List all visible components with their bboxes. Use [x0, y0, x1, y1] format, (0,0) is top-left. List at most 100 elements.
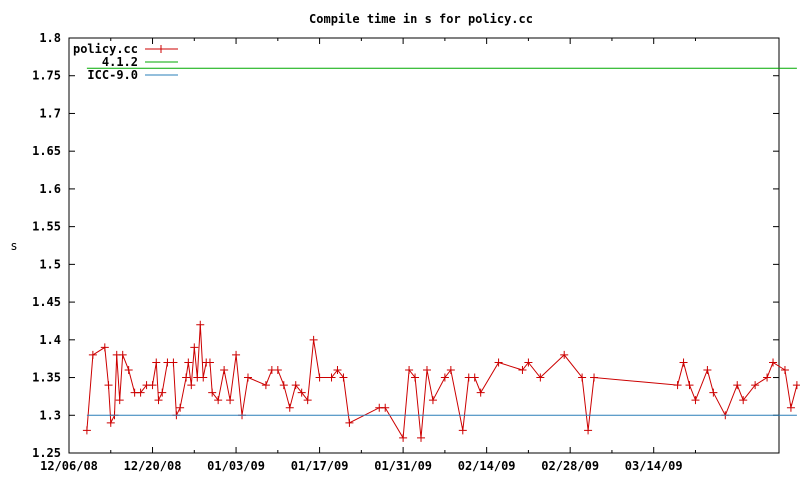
data-point — [273, 366, 282, 374]
data-point — [763, 373, 772, 382]
data-point — [124, 366, 133, 374]
data-point — [100, 343, 109, 352]
data-point — [303, 396, 312, 405]
data-point — [584, 426, 593, 435]
x-tick-label: 03/14/09 — [625, 459, 683, 473]
x-tick-label: 01/03/09 — [207, 459, 265, 473]
x-tick-label: 12/06/08 — [40, 459, 98, 473]
data-point — [780, 366, 789, 374]
data-point — [104, 381, 113, 390]
data-point — [417, 433, 426, 442]
data-point — [176, 403, 185, 412]
x-tick-label: 01/31/09 — [374, 459, 432, 473]
data-point — [285, 403, 294, 412]
data-point — [739, 396, 748, 405]
data-point — [158, 388, 167, 397]
data-point — [327, 373, 336, 382]
legend-label: policy.cc — [73, 42, 138, 56]
data-point — [703, 366, 712, 374]
data-point — [148, 381, 157, 390]
data-point — [345, 418, 354, 427]
data-point — [169, 358, 178, 367]
data-point — [196, 320, 205, 329]
y-tick-label: 1.65 — [32, 144, 61, 158]
data-point — [82, 426, 91, 435]
data-point — [476, 388, 485, 397]
y-tick-label: 1.8 — [39, 31, 61, 45]
data-point — [291, 381, 300, 390]
data-point — [524, 358, 533, 367]
y-tick-label: 1.5 — [39, 257, 61, 271]
data-point — [154, 396, 163, 405]
y-tick-label: 1.35 — [32, 371, 61, 385]
data-point — [494, 358, 503, 367]
data-point — [152, 358, 161, 367]
data-point — [88, 350, 97, 359]
data-point — [440, 373, 449, 382]
data-point — [679, 358, 688, 367]
data-point — [560, 350, 569, 359]
legend-marker — [157, 45, 165, 53]
data-point — [428, 396, 437, 405]
data-point — [458, 426, 467, 435]
x-tick-label: 12/20/08 — [124, 459, 182, 473]
data-point — [205, 358, 214, 367]
y-tick-label: 1.75 — [32, 69, 61, 83]
x-tick-label: 02/28/09 — [541, 459, 599, 473]
data-point — [536, 373, 545, 382]
x-tick-label: 01/17/09 — [291, 459, 349, 473]
x-tick-label: 02/14/09 — [458, 459, 516, 473]
legend-label: ICC-9.0 — [87, 68, 138, 82]
data-point — [182, 373, 191, 382]
data-point — [446, 366, 455, 374]
data-point — [792, 381, 800, 390]
data-point — [220, 366, 229, 374]
data-point — [208, 388, 217, 397]
data-point — [309, 335, 318, 344]
data-point — [115, 396, 124, 405]
data-point — [518, 366, 527, 374]
data-point — [261, 381, 270, 390]
data-point — [199, 373, 208, 382]
data-point — [399, 433, 408, 442]
y-tick-label: 1.45 — [32, 295, 61, 309]
axis-ticks: 1.25 1.3 1.35 1.4 1.45 1.5 1.55 1.6 1.65 1.7 1.75 1… — [32, 31, 779, 473]
chart-title: Compile time in s for policy.cc — [309, 12, 533, 26]
plot-frame — [68, 37, 780, 454]
y-axis-label: s — [10, 239, 17, 253]
data-point — [709, 388, 718, 397]
data-point — [422, 366, 431, 374]
data-point — [106, 418, 115, 427]
data-point — [279, 381, 288, 390]
y-tick-label: 1.4 — [39, 333, 61, 347]
data-point — [136, 388, 145, 397]
series-line-policy-cc — [86, 324, 798, 440]
series-layer — [82, 67, 800, 442]
data-point — [673, 381, 682, 390]
y-tick-label: 1.7 — [39, 106, 61, 120]
data-point — [470, 373, 479, 382]
data-point — [411, 373, 420, 382]
data-point — [243, 373, 252, 382]
data-point — [685, 381, 694, 390]
data-point — [190, 343, 199, 352]
y-tick-label: 1.55 — [32, 220, 61, 234]
data-point — [184, 358, 193, 367]
legend-label: 4.1.2 — [102, 55, 138, 69]
y-tick-label: 1.3 — [39, 408, 61, 422]
data-point — [187, 381, 196, 390]
data-point — [733, 381, 742, 390]
data-point — [769, 358, 778, 367]
data-point — [214, 396, 223, 405]
data-point — [786, 403, 795, 412]
data-point — [405, 366, 414, 374]
data-point — [232, 350, 241, 359]
y-tick-label: 1.25 — [32, 446, 61, 460]
data-point — [297, 388, 306, 397]
data-point — [226, 396, 235, 405]
y-tick-label: 1.6 — [39, 182, 61, 196]
data-point — [590, 373, 599, 382]
data-point — [751, 381, 760, 390]
